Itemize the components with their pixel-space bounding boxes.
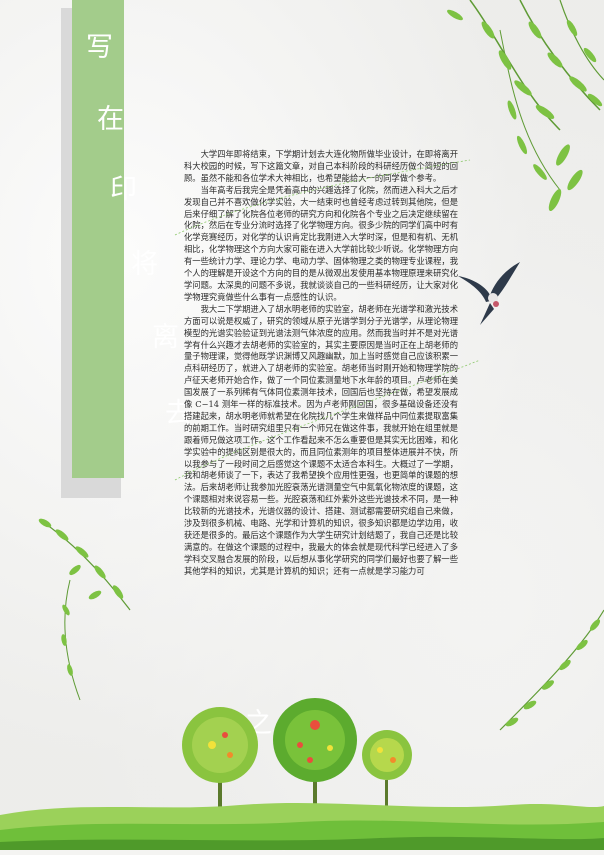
willow-branch-illustration bbox=[447, 0, 604, 212]
title-char: 写 bbox=[86, 32, 113, 63]
flight-path-lines bbox=[174, 159, 481, 481]
paragraph: 我大二下学期进入了胡水明老师的实验室，胡老师在光谱学和激光技术方面可以说是权威了… bbox=[184, 303, 458, 576]
title-char: 去 bbox=[165, 398, 192, 429]
tree-illustration bbox=[273, 698, 357, 825]
paragraph: 当年高考后我完全是凭着高中的兴趣选择了化院，然而进入科大之后才发现自己并不喜欢做… bbox=[184, 184, 458, 302]
vine-illustration bbox=[499, 609, 604, 731]
title-char: 将 bbox=[131, 249, 158, 280]
tree-illustration bbox=[362, 730, 412, 825]
title-char: 离 bbox=[152, 322, 179, 353]
article-body: 大学四年即将结束，下学期计划去大连化物所做毕业设计，在即将离开科大校园的时候，写… bbox=[184, 149, 458, 578]
swallow-illustration bbox=[458, 262, 520, 325]
vine-illustration bbox=[38, 518, 131, 701]
title-banner bbox=[72, 0, 124, 478]
tree-illustration bbox=[182, 707, 258, 820]
grass-illustration bbox=[0, 802, 604, 850]
title-char: 在 bbox=[97, 104, 124, 135]
title-char: 印 bbox=[110, 174, 137, 205]
paragraph: 大学四年即将结束，下学期计划去大连化物所做毕业设计，在即将离开科大校园的时候，写… bbox=[184, 149, 458, 183]
